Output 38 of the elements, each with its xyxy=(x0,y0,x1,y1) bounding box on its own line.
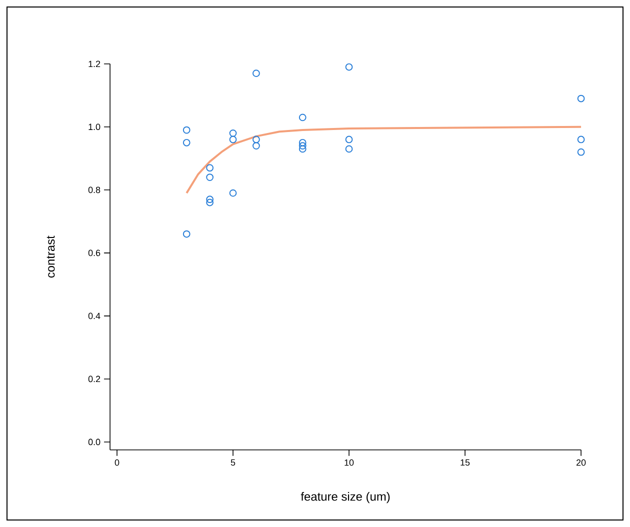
point xyxy=(345,145,353,153)
point xyxy=(229,136,237,144)
point xyxy=(206,198,214,206)
x-tick-label: 10 xyxy=(344,459,354,466)
x-axis-title: feature size (um) xyxy=(300,492,390,504)
point xyxy=(577,94,585,102)
x-tick-label: 15 xyxy=(460,459,470,466)
point xyxy=(298,145,306,153)
x-tick-label: 5 xyxy=(230,459,236,466)
point xyxy=(229,129,237,137)
point xyxy=(252,136,260,144)
point xyxy=(182,126,190,134)
y-tick-label: 0.6 xyxy=(88,250,100,256)
y-tick-label: 1.2 xyxy=(88,60,100,67)
point xyxy=(206,196,214,204)
y-tick-label: 1.0 xyxy=(88,124,100,130)
point xyxy=(345,63,353,71)
point xyxy=(182,138,190,146)
y-tick-label: 0.4 xyxy=(88,312,100,320)
y-tick-label: 0.8 xyxy=(88,186,100,194)
x-tick-label: 0 xyxy=(114,459,120,466)
point xyxy=(206,164,214,172)
point xyxy=(298,114,306,122)
y-axis-title: contrast xyxy=(46,236,55,278)
point xyxy=(345,136,353,144)
point xyxy=(206,174,214,181)
point xyxy=(252,142,260,150)
point xyxy=(298,138,306,146)
point xyxy=(577,136,585,144)
point xyxy=(229,189,237,197)
x-tick-label: 20 xyxy=(576,459,586,466)
y-tick-label: 0.2 xyxy=(88,376,100,382)
point xyxy=(252,70,260,78)
line-series xyxy=(186,126,582,194)
point xyxy=(577,148,585,156)
point xyxy=(298,142,306,150)
point xyxy=(182,230,190,238)
y-tick-label: 0.0 xyxy=(88,438,100,446)
